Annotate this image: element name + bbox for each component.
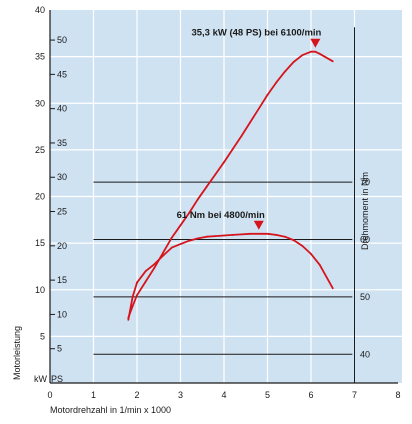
series-point-torque_nm-16 [257,232,260,235]
x-tick-label-8: 8 [395,390,400,400]
kw-tick-label-10: 10 [35,285,45,295]
ps-tick-label-10: 10 [57,309,67,319]
y-axis-label-right: Drehmoment in Nm [360,172,370,250]
series-point-torque_nm-7 [179,243,182,246]
series-point-torque_nm-21 [301,244,304,247]
series-group [127,50,334,321]
x-tick-label-1: 1 [91,390,96,400]
grid [50,10,402,383]
series-point-power_kw-4 [153,266,156,269]
kw-tick-label-15: 15 [35,238,45,248]
series-point-power_kw-2 [136,294,138,297]
annotation-text-0: 35,3 kW (48 PS) bei 6100/min [191,28,321,39]
series-point-torque_nm-0 [127,318,130,321]
y-axis-label-left: Motorleistung [12,326,22,380]
kw-tick-label-30: 30 [35,98,45,108]
series-point-torque_nm-14 [240,233,243,236]
annotations: 35,3 kW (48 PS) bei 6100/min 61 Nm bei 48… [177,28,322,230]
x-tick-label-3: 3 [178,390,183,400]
nm-tick-label-60: 60 [360,235,370,245]
annotation-marker-0 [310,38,321,48]
series-point-torque_nm-17 [266,232,269,235]
series-point-torque_nm-9 [197,237,199,240]
series-point-torque_nm-15 [249,232,252,235]
series-point-power_kw-1 [131,305,134,308]
series-point-torque_nm-19 [284,235,286,238]
kw-tick-label-5: 5 [40,331,45,341]
annotation-marker-1 [253,220,264,230]
series-point-power_kw-3 [144,280,147,283]
series-point-power_kw-7 [179,224,182,227]
x-tick-label-0: 0 [47,390,52,400]
series-line-power_kw [127,50,334,319]
series-point-power_kw-18 [275,81,278,84]
x-tick-label-6: 6 [308,390,313,400]
series-point-power_kw-15 [249,121,252,124]
x-tick-label-2: 2 [134,390,139,400]
ps-tick-label-25: 25 [57,207,67,217]
series-point-torque_nm-1 [131,296,134,298]
series-point-power_kw-19 [284,70,286,73]
kw-tick-label-20: 20 [35,192,45,202]
series-point-power_kw-24 [318,52,321,55]
ps-tick-label-20: 20 [57,241,67,251]
series-point-power_kw-10 [205,185,208,188]
series-point-power_kw-6 [170,236,173,239]
ps-tick-label-5: 5 [57,344,62,354]
series-point-torque_nm-2 [136,281,138,284]
axes [49,10,398,384]
kw-tick-label-40: 40 [35,5,45,15]
series-point-power_kw-21 [301,54,304,57]
series-point-power_kw-20 [292,61,295,63]
series-point-torque_nm-5 [162,254,165,257]
series-point-torque_nm-3 [144,270,147,272]
series-point-power_kw-22 [310,50,312,53]
nm-tick-label-50: 50 [360,292,370,302]
x-axis-label: Motordrehzahl in 1/min x 1000 [50,405,171,415]
series-point-torque_nm-13 [231,234,234,236]
annotation-text-1: 61 Nm bei 4800/min [177,210,265,221]
series-point-power_kw-14 [240,135,243,137]
series-point-power_kw-25 [331,60,334,63]
ps-tick-label-40: 40 [57,104,67,114]
ps-tick-label-15: 15 [57,275,67,285]
x-tick-label-4: 4 [221,390,226,400]
nm-tick-label-70: 70 [360,177,370,187]
series-point-power_kw-9 [197,198,199,201]
series-point-torque_nm-6 [170,246,173,249]
series-point-power_kw-11 [214,173,217,176]
ps-tick-label-45: 45 [57,69,67,79]
ps-tick-label-35: 35 [57,138,67,148]
series-point-power_kw-16 [257,107,260,110]
series-point-power_kw-5 [162,251,165,254]
kw-tick-label-25: 25 [35,145,45,155]
series-point-torque_nm-23 [318,263,321,266]
ps-tick-label-30: 30 [57,172,67,182]
kw-unit-label: kW [34,374,48,384]
series-point-power_kw-23 [314,50,317,53]
series-point-power_kw-8 [188,212,191,214]
tick-labels: 0 1 2 3 4 5 6 7 85101520253035405101520253035404… [35,5,401,400]
series-point-torque_nm-11 [214,235,217,237]
series-point-power_kw-13 [231,148,234,151]
kw-tick-label-35: 35 [35,52,45,62]
series-point-torque_nm-20 [292,239,295,242]
series-point-torque_nm-24 [331,287,334,290]
ps-tick-label-50: 50 [57,35,67,45]
x-tick-label-7: 7 [352,390,357,400]
series-point-torque_nm-4 [153,263,156,266]
series-point-power_kw-17 [266,94,269,96]
series-point-torque_nm-8 [188,239,191,242]
ps-unit-label: PS [51,374,63,384]
series-point-power_kw-12 [223,161,225,164]
series-point-torque_nm-18 [275,234,278,236]
nm-tick-label-40: 40 [360,349,370,359]
series-point-torque_nm-10 [205,235,208,238]
series-point-torque_nm-12 [223,234,225,237]
series-point-torque_nm-22 [310,252,312,255]
x-tick-label-5: 5 [265,390,270,400]
